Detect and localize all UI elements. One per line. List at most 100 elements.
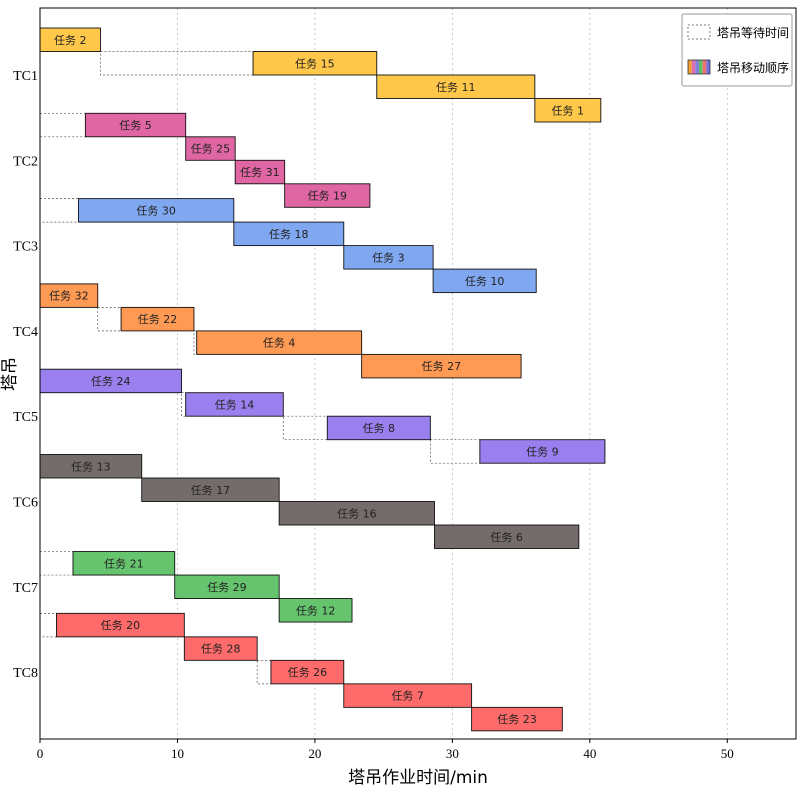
legend-wait-label: 塔吊等待时间 xyxy=(717,26,789,40)
x-tick-label: 50 xyxy=(721,746,734,761)
task-bar xyxy=(270,659,345,685)
task-bar xyxy=(84,112,187,138)
task-label: 任务 21 xyxy=(104,557,144,570)
task-label: 任务 32 xyxy=(49,290,89,303)
task-label: 任务 3 xyxy=(372,251,405,264)
y-tick-label-tc4: TC4 xyxy=(13,325,38,340)
task-label: 任务 12 xyxy=(296,604,336,617)
task-bar xyxy=(278,598,353,623)
x-tick-label: 20 xyxy=(308,746,321,761)
task-label: 任务 30 xyxy=(136,204,176,217)
task-label: 任务 31 xyxy=(240,166,280,179)
task-bar xyxy=(72,551,176,576)
legend-wait-swatch xyxy=(687,24,711,40)
task-label: 任务 23 xyxy=(497,713,537,726)
y-tick-label-tc8: TC8 xyxy=(13,666,38,681)
y-tick-label-tc2: TC2 xyxy=(13,154,38,169)
legend-move-swatch xyxy=(687,59,711,75)
task-bar xyxy=(376,74,536,99)
task-label: 任务 29 xyxy=(207,581,247,594)
bars-layer: 任务 2 任务 15 任务 11 任务 1 任务 5 任务 25 任务 31 任务 19 任务 … xyxy=(39,27,606,732)
x-axis-title: 塔吊作业时间/min xyxy=(348,768,488,788)
task-bar xyxy=(534,98,602,123)
task-label: 任务 10 xyxy=(465,275,505,288)
task-bar xyxy=(471,706,563,732)
task-bar xyxy=(343,683,473,708)
wait-segment xyxy=(97,307,122,332)
task-bar xyxy=(252,51,378,76)
task-label: 任务 20 xyxy=(101,619,141,632)
task-label: 任务 19 xyxy=(308,190,348,203)
y-tick-label-tc1: TC1 xyxy=(13,69,38,84)
task-bar xyxy=(434,524,580,549)
task-bar xyxy=(479,439,606,464)
task-bar xyxy=(233,221,345,247)
task-bar xyxy=(432,268,537,294)
legend-move-label: 塔吊移动顺序 xyxy=(717,60,789,75)
wait-segment xyxy=(39,551,74,576)
y-tick-label-tc5: TC5 xyxy=(13,410,38,425)
task-label: 任务 25 xyxy=(191,143,231,156)
legend-stripe xyxy=(695,60,699,74)
legend-stripe-border xyxy=(687,59,711,75)
wait-segment xyxy=(181,392,187,417)
task-bar xyxy=(174,574,280,599)
wait-segment xyxy=(100,51,254,76)
plot-frame xyxy=(39,7,797,740)
task-label: 任务 22 xyxy=(138,313,178,326)
task-bar xyxy=(183,636,258,661)
y-axis-title: 塔吊 xyxy=(0,357,20,391)
y-tick-label-tc7: TC7 xyxy=(13,581,38,596)
task-label: 任务 13 xyxy=(71,460,111,473)
task-label: 任务 18 xyxy=(269,228,309,241)
legend: 塔吊等待时间 塔吊移动顺序 xyxy=(681,13,793,87)
task-label: 任务 17 xyxy=(191,484,231,497)
task-label: 任务 15 xyxy=(295,57,335,70)
task-bar xyxy=(141,477,280,502)
task-label: 任务 6 xyxy=(490,531,523,544)
wait-segment xyxy=(193,330,198,355)
task-label: 任务 1 xyxy=(552,104,585,117)
legend-stripe xyxy=(699,60,703,74)
y-tick-label-tc6: TC6 xyxy=(13,496,38,511)
task-label: 任务 2 xyxy=(54,34,87,47)
task-bar xyxy=(196,330,363,355)
task-label: 任务 26 xyxy=(288,666,328,679)
task-bar xyxy=(326,415,431,441)
task-label: 任务 24 xyxy=(91,375,131,388)
task-bar xyxy=(78,198,235,223)
task-label: 任务 14 xyxy=(215,398,255,411)
task-label: 任务 28 xyxy=(201,643,241,656)
wait-segment xyxy=(39,198,79,223)
wait-segment xyxy=(39,112,86,138)
x-tick-label: 30 xyxy=(446,746,459,761)
y-ticks: TC1 TC2 TC3 TC4 TC5 TC6 TC7 TC8 xyxy=(13,69,38,681)
task-bar xyxy=(56,612,185,638)
wait-segment xyxy=(39,612,57,638)
legend-stripe xyxy=(688,60,692,74)
legend-box xyxy=(681,13,793,87)
wait-segment xyxy=(282,415,328,441)
task-label: 任务 7 xyxy=(391,690,424,703)
task-bar xyxy=(234,159,286,185)
task-label: 任务 11 xyxy=(436,81,476,94)
task-label: 任务 5 xyxy=(119,119,152,132)
task-bar xyxy=(278,501,435,526)
task-label: 任务 9 xyxy=(526,445,559,458)
legend-stripe xyxy=(702,60,707,74)
task-label: 任务 8 xyxy=(363,422,396,435)
y-tick-label-tc3: TC3 xyxy=(13,240,38,255)
task-bar xyxy=(185,392,284,417)
task-label: 任务 27 xyxy=(422,360,462,373)
x-tick-label: 10 xyxy=(171,746,184,761)
wait-segment xyxy=(430,439,481,464)
task-bar xyxy=(343,245,434,270)
x-tick-label: 0 xyxy=(37,746,44,761)
task-bar xyxy=(361,353,522,379)
x-tick-label: 40 xyxy=(583,746,596,761)
x-ticks: 0 10 20 30 40 50 xyxy=(37,739,734,761)
task-bar xyxy=(185,136,236,161)
legend-stripe xyxy=(691,60,696,74)
task-bar xyxy=(120,306,195,332)
